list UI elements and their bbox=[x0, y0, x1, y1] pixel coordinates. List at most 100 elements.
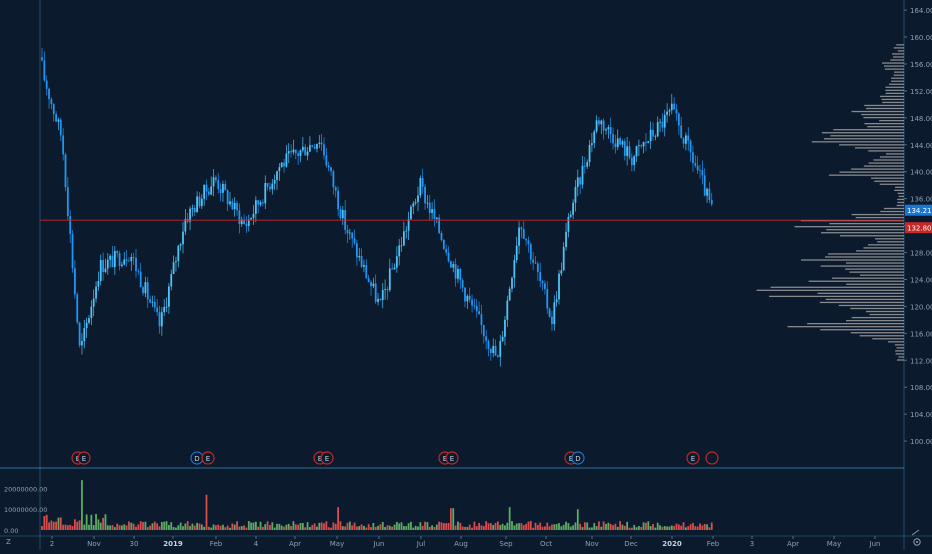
candle-body[interactable] bbox=[238, 210, 241, 225]
candle-body[interactable] bbox=[149, 299, 151, 303]
candle-body[interactable] bbox=[710, 199, 713, 205]
settings-gear-icon[interactable] bbox=[913, 538, 921, 546]
candle-body[interactable] bbox=[212, 177, 215, 187]
candle-body[interactable] bbox=[576, 177, 579, 187]
candle-body[interactable] bbox=[217, 180, 220, 190]
candle-body[interactable] bbox=[189, 208, 191, 222]
candle-body[interactable] bbox=[113, 251, 116, 268]
candle-body[interactable] bbox=[327, 165, 330, 168]
candle-body[interactable] bbox=[276, 171, 278, 181]
candle-body[interactable] bbox=[412, 203, 415, 207]
candle-body[interactable] bbox=[377, 298, 379, 302]
candle-body[interactable] bbox=[616, 138, 619, 148]
candle-body[interactable] bbox=[280, 162, 283, 168]
candle-body[interactable] bbox=[99, 260, 102, 282]
candle-body[interactable] bbox=[287, 151, 290, 154]
candle-body[interactable] bbox=[379, 298, 382, 301]
candle-body[interactable] bbox=[602, 120, 605, 131]
timezone-icon[interactable]: Z bbox=[6, 538, 11, 546]
candle-body[interactable] bbox=[111, 255, 114, 268]
candle-body[interactable] bbox=[372, 283, 375, 287]
candle-body[interactable] bbox=[417, 195, 419, 203]
candle-body[interactable] bbox=[158, 312, 161, 327]
candle-body[interactable] bbox=[334, 187, 337, 191]
candles[interactable] bbox=[41, 47, 713, 367]
candle-body[interactable] bbox=[635, 146, 638, 157]
earnings-event-icon[interactable] bbox=[445, 451, 459, 465]
candle-body[interactable] bbox=[421, 178, 424, 187]
candle-body[interactable] bbox=[572, 202, 574, 215]
candle-body[interactable] bbox=[69, 216, 72, 234]
candle-body[interactable] bbox=[106, 259, 109, 269]
candle-body[interactable] bbox=[419, 178, 422, 196]
candle-body[interactable] bbox=[640, 145, 643, 147]
candle-body[interactable] bbox=[224, 183, 227, 191]
candle-body[interactable] bbox=[184, 219, 187, 232]
candle-body[interactable] bbox=[264, 183, 267, 204]
candle-body[interactable] bbox=[325, 155, 328, 166]
candle-body[interactable] bbox=[687, 135, 690, 141]
candle-body[interactable] bbox=[172, 262, 175, 275]
earnings-event-icon[interactable] bbox=[201, 451, 215, 465]
candle-body[interactable] bbox=[388, 268, 391, 291]
candle-body[interactable] bbox=[78, 322, 81, 346]
candle-body[interactable] bbox=[581, 165, 584, 185]
candle-body[interactable] bbox=[168, 286, 170, 307]
candle-body[interactable] bbox=[459, 268, 462, 281]
candle-body[interactable] bbox=[426, 202, 429, 204]
candle-body[interactable] bbox=[598, 120, 600, 125]
candle-body[interactable] bbox=[311, 145, 314, 147]
candle-body[interactable] bbox=[489, 348, 492, 353]
candle-body[interactable] bbox=[85, 322, 88, 329]
candle-body[interactable] bbox=[508, 288, 511, 301]
candle-body[interactable] bbox=[229, 201, 231, 205]
candle-body[interactable] bbox=[466, 295, 469, 302]
dividend-event-icon[interactable] bbox=[571, 451, 585, 465]
candle-body[interactable] bbox=[652, 129, 654, 137]
candle-body[interactable] bbox=[583, 165, 586, 167]
candle-body[interactable] bbox=[569, 214, 572, 217]
event-marker[interactable]: E bbox=[445, 451, 459, 465]
candle-body[interactable] bbox=[689, 140, 692, 153]
candle-body[interactable] bbox=[381, 289, 384, 301]
candle-body[interactable] bbox=[558, 273, 560, 300]
candle-body[interactable] bbox=[527, 240, 530, 244]
events[interactable]: EEDEEEEEEDE bbox=[71, 451, 719, 465]
candle-body[interactable] bbox=[318, 142, 321, 144]
candle-body[interactable] bbox=[692, 152, 694, 164]
candle-body[interactable] bbox=[45, 80, 48, 89]
candle-body[interactable] bbox=[142, 287, 144, 294]
candle-body[interactable] bbox=[661, 121, 664, 128]
candle-body[interactable] bbox=[358, 256, 361, 258]
candle-body[interactable] bbox=[605, 129, 607, 131]
candle-body[interactable] bbox=[536, 263, 539, 273]
candle-body[interactable] bbox=[177, 245, 180, 262]
candle-body[interactable] bbox=[95, 286, 97, 299]
candle-body[interactable] bbox=[52, 104, 55, 115]
candle-body[interactable] bbox=[649, 129, 652, 142]
candle-body[interactable] bbox=[245, 224, 248, 226]
candle-body[interactable] bbox=[475, 305, 478, 312]
candle-body[interactable] bbox=[534, 262, 537, 264]
candle-body[interactable] bbox=[74, 268, 76, 295]
candle-body[interactable] bbox=[294, 149, 297, 154]
candle-body[interactable] bbox=[407, 219, 410, 231]
candle-body[interactable] bbox=[215, 177, 217, 181]
candle-body[interactable] bbox=[196, 196, 198, 213]
candle-body[interactable] bbox=[424, 186, 426, 204]
candle-body[interactable] bbox=[482, 324, 485, 337]
candle-body[interactable] bbox=[363, 265, 365, 267]
candle-body[interactable] bbox=[680, 125, 683, 139]
candle-body[interactable] bbox=[546, 289, 549, 309]
candle-body[interactable] bbox=[252, 213, 255, 218]
candle-body[interactable] bbox=[92, 298, 95, 307]
candle-body[interactable] bbox=[551, 316, 553, 325]
candle-body[interactable] bbox=[619, 138, 621, 145]
candle-body[interactable] bbox=[365, 265, 368, 279]
earnings-event-icon[interactable] bbox=[705, 451, 719, 465]
candle-body[interactable] bbox=[351, 232, 354, 239]
candle-body[interactable] bbox=[259, 202, 262, 205]
candle-body[interactable] bbox=[41, 57, 43, 61]
candle-body[interactable] bbox=[621, 141, 624, 145]
candle-body[interactable] bbox=[81, 341, 83, 346]
